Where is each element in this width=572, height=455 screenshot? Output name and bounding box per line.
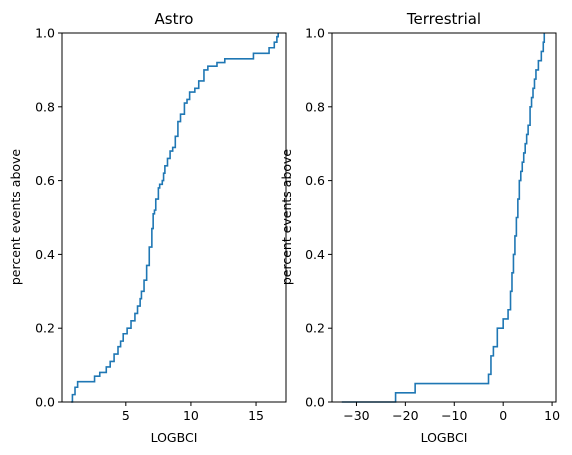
terrestrial-y-tick-label: 0.8 [305, 99, 325, 114]
astro-ecdf-line-0 [71, 33, 279, 403]
terrestrial-title: Terrestrial [406, 10, 481, 28]
terrestrial-x-tick-label: −30 [343, 408, 369, 423]
terrestrial-axes-frame [331, 32, 557, 403]
terrestrial-subplot: Terrestrial −30 −20 −10 0 10 0.0 0.2 0.4 0.6 0.8… [279, 10, 560, 445]
terrestrial-y-label: percent events above [279, 149, 294, 286]
astro-y-tick-label: 0.2 [35, 321, 55, 336]
terrestrial-x-tick-label: 0 [499, 408, 507, 423]
astro-title: Astro [155, 10, 194, 28]
terrestrial-y-tick-label: 0.2 [305, 321, 325, 336]
astro-x-label: LOGBCI [151, 430, 198, 445]
astro-ecdf-series [71, 33, 279, 403]
terrestrial-ecdf-series [341, 33, 546, 403]
astro-x-tick-label: 5 [122, 408, 130, 423]
terrestrial-x-tick-label: −20 [392, 408, 418, 423]
terrestrial-x-tick-label: 10 [544, 408, 560, 423]
astro-y-tick-label: 0.8 [35, 99, 55, 114]
astro-y-tick-label: 1.0 [35, 26, 55, 41]
terrestrial-x-ticks: −30 −20 −10 0 10 [343, 402, 560, 423]
terrestrial-ecdf-line-0 [341, 33, 546, 403]
terrestrial-x-tick-label: −10 [441, 408, 467, 423]
astro-y-tick-label: 0.6 [35, 173, 55, 188]
astro-y-ticks: 0.0 0.2 0.4 0.6 0.8 1.0 [35, 26, 62, 410]
terrestrial-y-tick-label: 0.0 [305, 395, 325, 410]
astro-y-tick-label: 0.0 [35, 395, 55, 410]
astro-x-tick-label: 15 [248, 408, 264, 423]
terrestrial-y-ticks: 0.0 0.2 0.4 0.6 0.8 1.0 [305, 26, 332, 410]
astro-y-label: percent events above [8, 149, 23, 286]
astro-y-tick-label: 0.4 [35, 247, 55, 262]
terrestrial-y-tick-label: 0.4 [305, 247, 325, 262]
terrestrial-y-tick-label: 0.6 [305, 173, 325, 188]
astro-axes-frame [61, 32, 287, 403]
astro-x-ticks: 5 10 15 [122, 402, 264, 423]
astro-x-tick-label: 10 [183, 408, 199, 423]
terrestrial-x-label: LOGBCI [421, 430, 468, 445]
astro-subplot: Astro 5 10 15 0.0 0.2 0.4 0.6 0.8 1.0 LOGBCI pe… [8, 10, 287, 445]
terrestrial-y-tick-label: 1.0 [305, 26, 325, 41]
